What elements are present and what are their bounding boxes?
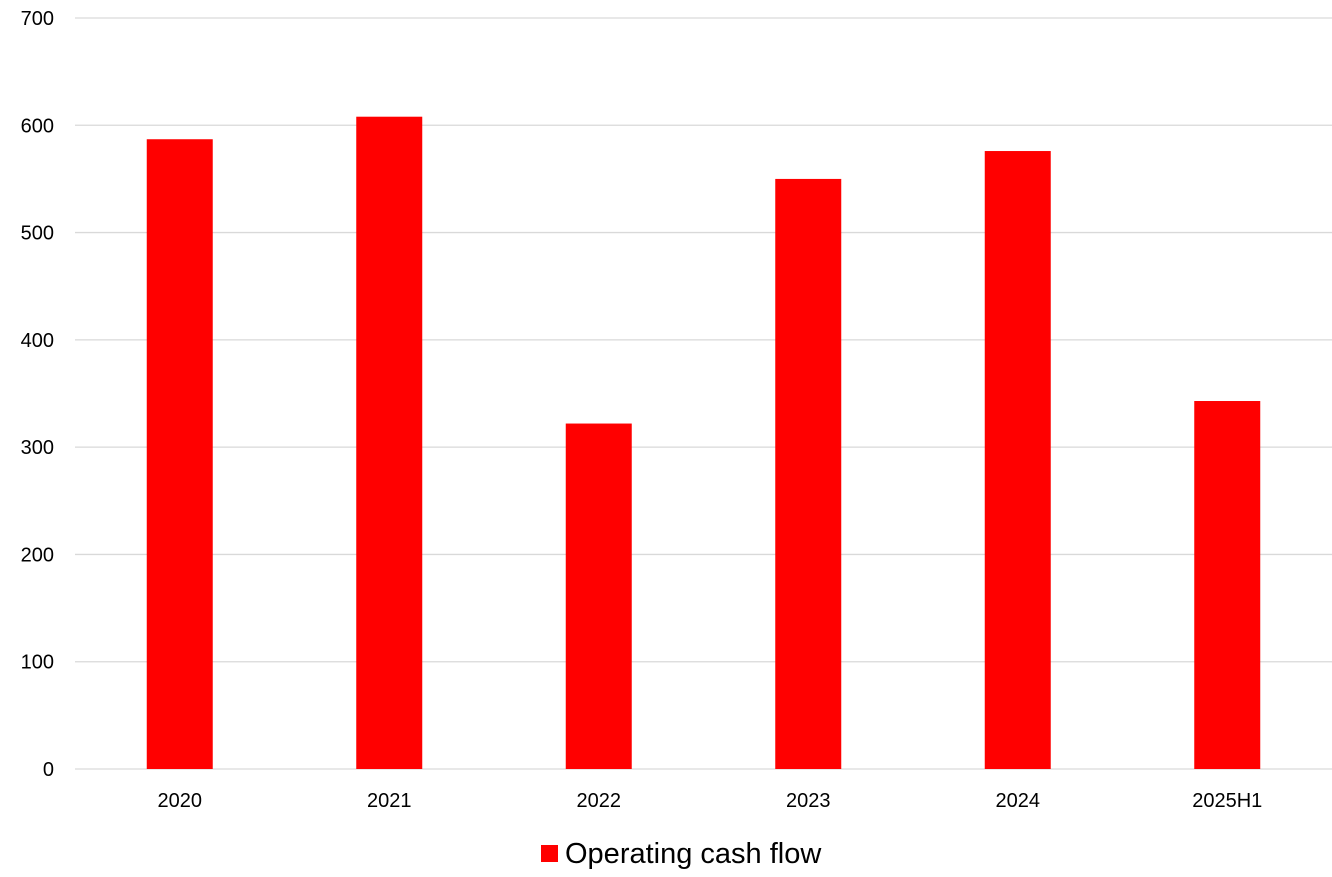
x-tick-label: 2021 [367,790,412,812]
x-tick-label: 2025H1 [1192,790,1262,812]
bar-2024 [984,151,1051,769]
y-tick-label: 0 [43,759,54,781]
x-tick-label: 2020 [158,790,203,812]
gridlines [75,17,1332,770]
x-tick-label: 2023 [786,790,831,812]
y-tick-label: 400 [21,330,54,352]
x-axis-tick-labels: 2020 2021 2022 2023 2024 2025H1 [158,790,1263,812]
bar-2021 [356,116,423,769]
bars [146,116,1261,770]
bar-2020 [146,139,213,770]
legend-label-operating-cash-flow: Operating cash flow [565,838,822,870]
bar-2022 [565,423,632,769]
y-tick-label: 500 [21,223,54,245]
y-tick-label: 100 [21,652,54,674]
y-tick-label: 200 [21,544,54,566]
bar-2025H1 [1194,401,1261,769]
y-tick-label: 600 [21,115,54,137]
y-tick-label: 700 [21,8,54,30]
y-tick-label: 300 [21,437,54,459]
x-tick-label: 2024 [996,790,1041,812]
bar-2023 [775,178,842,769]
legend: Operating cash flow [541,838,822,870]
y-axis-tick-labels: 0 100 200 300 400 500 600 700 [21,8,54,781]
legend-swatch-operating-cash-flow [541,845,558,862]
x-tick-label: 2022 [577,790,622,812]
